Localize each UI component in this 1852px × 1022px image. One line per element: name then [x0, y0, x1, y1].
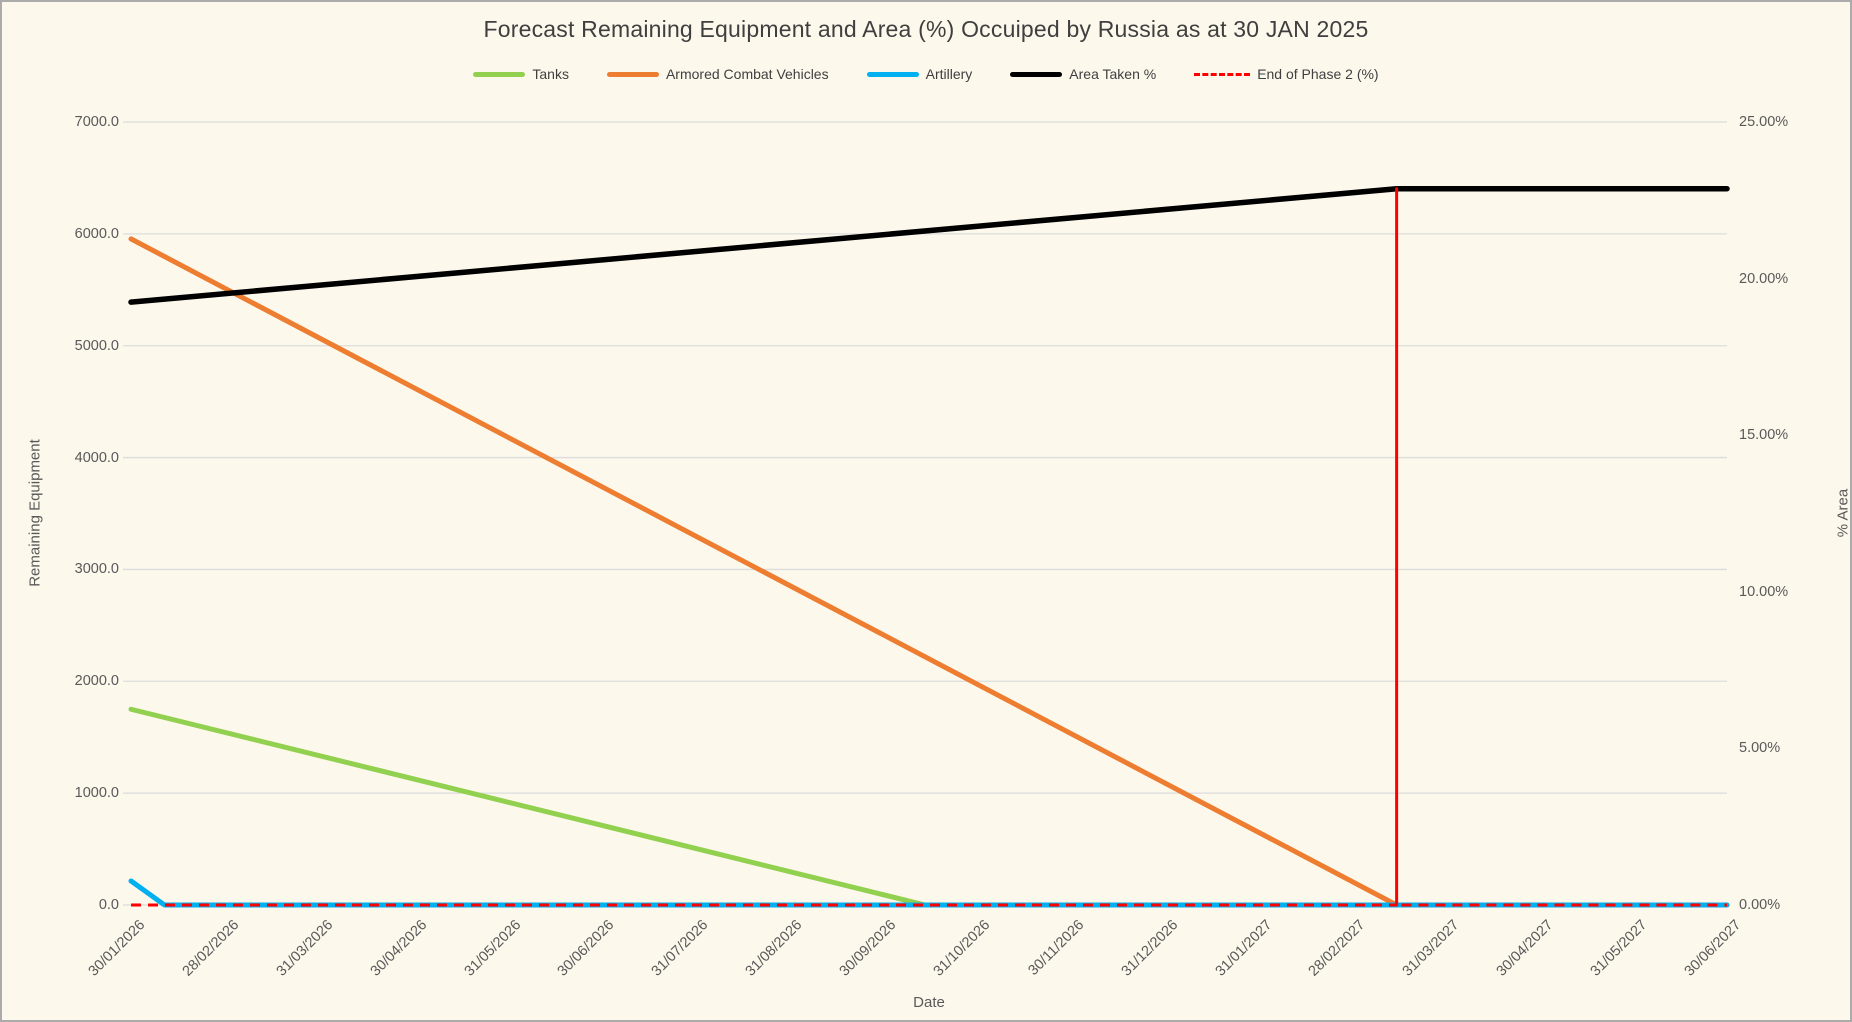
y-left-tick-label: 6000.0	[74, 225, 119, 242]
legend: Tanks Armored Combat Vehicles Artillery Are…	[2, 66, 1850, 82]
series-line-artillery	[128, 878, 1730, 908]
x-axis-title: Date	[913, 994, 945, 1011]
y-right-tick-label: 25.00%	[1739, 114, 1789, 130]
legend-swatch-icon	[1010, 71, 1063, 77]
series-line-armored-combat-vehicles	[128, 236, 1730, 908]
legend-swatch-icon	[606, 71, 659, 77]
legend-swatch-icon	[866, 71, 919, 77]
series-line-tanks	[128, 706, 1730, 908]
y-left-tick-label: 5000.0	[74, 337, 119, 354]
legend-swatch-icon	[1194, 72, 1251, 76]
y-right-tick-label: 20.00%	[1739, 270, 1789, 287]
legend-item-artillery: Artillery	[866, 66, 973, 82]
series-line-end-of-phase-2-	[131, 187, 1727, 907]
y-left-tick-label: 0.0	[98, 897, 119, 913]
legend-item-armored-combat-vehicles: Armored Combat Vehicles	[606, 66, 829, 82]
y-left-tick-label: 1000.0	[74, 785, 119, 802]
y-left-axis-title: Remaining Equipment	[26, 439, 44, 587]
y-left-tick-label: 2000.0	[74, 673, 119, 690]
y-left-tick-label: 4000.0	[74, 449, 119, 466]
legend-label: End of Phase 2 (%)	[1257, 66, 1379, 82]
y-right-tick-label: 5.00%	[1739, 740, 1781, 757]
y-right-tick-label: 15.00%	[1739, 427, 1789, 444]
legend-label: Armored Combat Vehicles	[665, 66, 829, 82]
legend-label: Area Taken %	[1069, 66, 1157, 82]
y-left-tick-label: 7000.0	[74, 114, 119, 130]
legend-swatch-icon	[473, 71, 526, 77]
y-right-tick-label: 10.00%	[1739, 583, 1789, 600]
legend-item-area-taken-: Area Taken %	[1010, 66, 1156, 82]
series-line-area-taken-	[128, 185, 1730, 305]
y-left-tick-label: 3000.0	[74, 561, 119, 578]
y-right-tick-label: 0.00%	[1739, 897, 1781, 913]
legend-label: Artillery	[925, 66, 973, 82]
legend-item-end-of-phase-2-: End of Phase 2 (%)	[1194, 66, 1379, 82]
chart-title: Forecast Remaining Equipment and Area (%…	[483, 16, 1369, 42]
legend-label: Tanks	[532, 66, 569, 82]
y-right-axis-title: % Area	[1834, 488, 1852, 538]
legend-item-tanks: Tanks	[473, 66, 569, 82]
